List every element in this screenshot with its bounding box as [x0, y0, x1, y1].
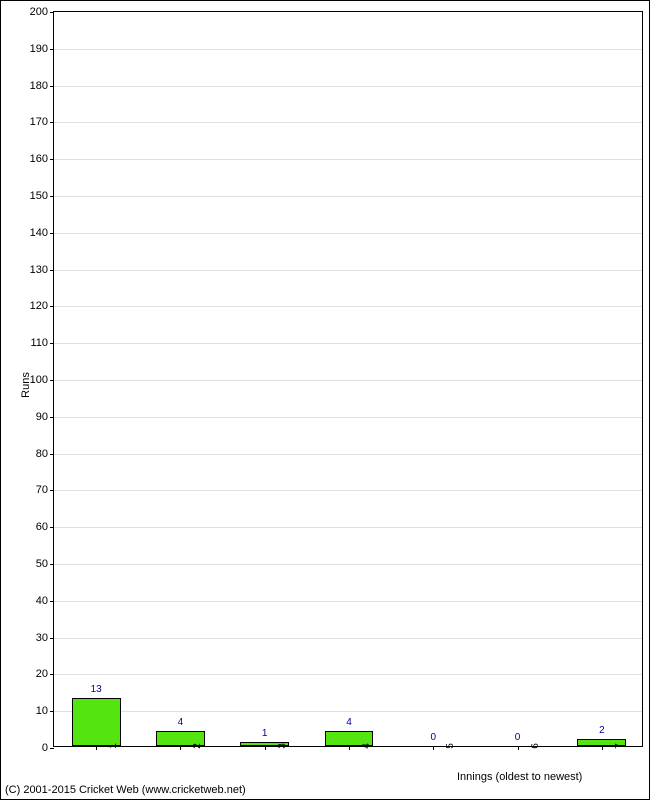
y-tick-label: 170: [30, 116, 54, 128]
y-tick-label: 120: [30, 300, 54, 312]
y-tick-label: 70: [36, 484, 54, 496]
y-tick-label: 200: [30, 6, 54, 18]
y-axis-title: Runs: [20, 372, 32, 398]
y-tick-label: 110: [30, 337, 54, 349]
gridline: [54, 564, 642, 565]
y-tick-label: 90: [36, 411, 54, 423]
y-tick-label: 160: [30, 153, 54, 165]
y-tick-label: 60: [36, 521, 54, 533]
gridline: [54, 490, 642, 491]
gridline: [54, 49, 642, 50]
y-tick-label: 150: [30, 190, 54, 202]
bar-value-label: 2: [599, 725, 605, 736]
gridline: [54, 527, 642, 528]
y-tick-label: 30: [36, 632, 54, 644]
x-tick-label: 3: [265, 743, 288, 749]
gridline: [54, 601, 642, 602]
gridline: [54, 159, 642, 160]
x-tick-label: 1: [96, 743, 119, 749]
bar-value-label: 0: [431, 732, 437, 743]
gridline: [54, 233, 642, 234]
x-axis-title: Innings (oldest to newest): [457, 771, 582, 783]
bar-value-label: 0: [515, 732, 521, 743]
y-tick-label: 50: [36, 558, 54, 570]
x-tick-label: 2: [180, 743, 203, 749]
y-tick-label: 80: [36, 448, 54, 460]
bar-value-label: 4: [346, 717, 352, 728]
gridline: [54, 711, 642, 712]
gridline: [54, 270, 642, 271]
y-tick-label: 100: [30, 374, 54, 386]
chart-container: 0102030405060708090100110120130140150160…: [0, 0, 650, 800]
gridline: [54, 122, 642, 123]
bar-value-label: 4: [178, 717, 184, 728]
y-tick-label: 0: [42, 742, 54, 754]
bar-value-label: 13: [91, 684, 102, 695]
y-tick-label: 130: [30, 264, 54, 276]
gridline: [54, 454, 642, 455]
y-tick-label: 20: [36, 668, 54, 680]
bar-value-label: 1: [262, 728, 268, 739]
x-tick-label: 6: [518, 743, 541, 749]
y-tick-label: 180: [30, 80, 54, 92]
gridline: [54, 343, 642, 344]
copyright-text: (C) 2001-2015 Cricket Web (www.cricketwe…: [5, 784, 246, 796]
gridline: [54, 306, 642, 307]
bar: [72, 698, 121, 746]
x-tick-label: 4: [349, 743, 372, 749]
y-tick-label: 190: [30, 43, 54, 55]
gridline: [54, 86, 642, 87]
y-tick-label: 40: [36, 595, 54, 607]
x-tick-label: 5: [433, 743, 456, 749]
plot-area: 0102030405060708090100110120130140150160…: [53, 11, 643, 747]
x-tick-label: 7: [602, 743, 625, 749]
y-tick-label: 140: [30, 227, 54, 239]
gridline: [54, 196, 642, 197]
gridline: [54, 417, 642, 418]
gridline: [54, 638, 642, 639]
y-tick-label: 10: [36, 705, 54, 717]
gridline: [54, 674, 642, 675]
gridline: [54, 380, 642, 381]
